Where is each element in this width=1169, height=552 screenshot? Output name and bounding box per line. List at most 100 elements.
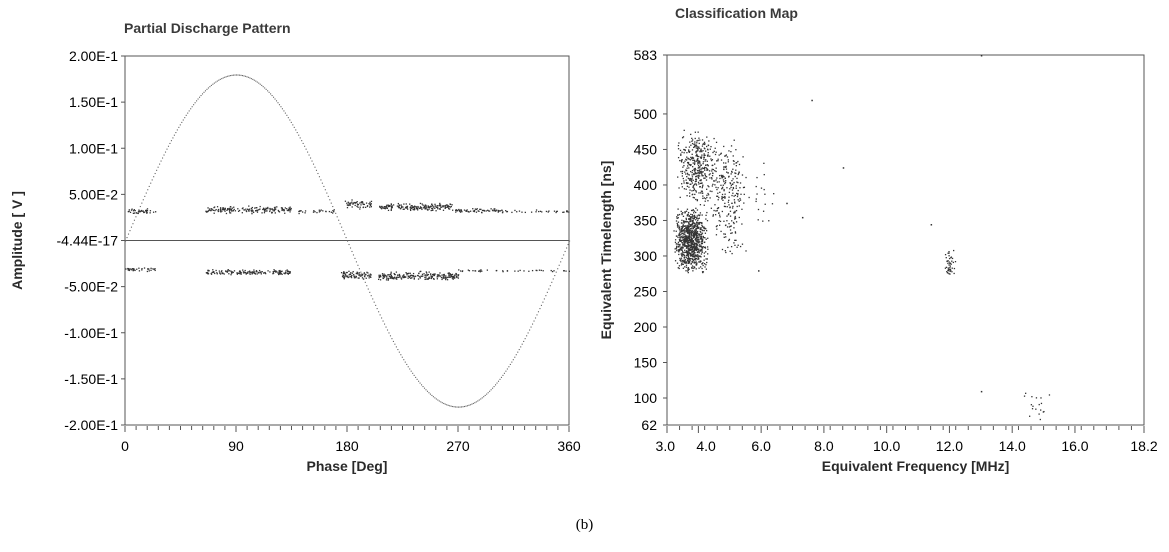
class-point [693, 187, 695, 189]
class-point [681, 252, 683, 254]
class-point [742, 156, 744, 158]
class-point [698, 160, 701, 163]
class-point [716, 177, 718, 179]
class-point [1048, 394, 1051, 396]
class-point [693, 183, 696, 185]
sine-point [503, 372, 505, 374]
class-point [704, 232, 707, 234]
class-point [692, 246, 695, 248]
class-point [680, 237, 682, 239]
sine-point [256, 81, 258, 83]
sine-point [551, 281, 553, 283]
class-point [947, 260, 949, 262]
class-point [691, 242, 693, 244]
sine-point [231, 74, 233, 76]
class-point [757, 208, 760, 211]
sine-point [261, 84, 263, 86]
class-point [717, 207, 719, 209]
pd-point [411, 277, 413, 279]
pd-point [429, 273, 432, 275]
class-point [695, 240, 697, 242]
class-point [690, 242, 692, 245]
pd-point [279, 272, 281, 275]
class-point [702, 143, 704, 145]
class-point [686, 258, 689, 260]
class-point [697, 214, 700, 216]
class-point [691, 266, 693, 269]
pd-point [290, 207, 292, 210]
sine-point [126, 237, 128, 239]
pd-point [398, 204, 400, 206]
pd-point [281, 209, 283, 212]
x-tick-label: 3.0 [656, 438, 676, 454]
pd-point [279, 273, 281, 275]
class-point [690, 263, 693, 265]
sine-point [259, 83, 261, 85]
pd-point [442, 277, 444, 279]
sine-point [250, 78, 252, 80]
class-point [698, 173, 700, 175]
pd-point [222, 208, 225, 211]
class-point [692, 253, 694, 256]
class-point [688, 234, 690, 236]
class-point [702, 264, 704, 267]
pd-point [424, 278, 427, 280]
sine-point [489, 390, 491, 392]
class-point [755, 198, 757, 200]
class-point [718, 212, 720, 214]
class-point [677, 156, 680, 159]
class-point [773, 193, 775, 195]
sine-point [539, 308, 541, 310]
class-point [673, 230, 675, 232]
class-point [679, 233, 681, 235]
class-point [689, 178, 691, 180]
class-point [691, 260, 693, 263]
pd-point [409, 203, 411, 205]
pd-point [396, 276, 398, 278]
pd-point [363, 275, 366, 277]
class-point [1040, 409, 1042, 411]
class-point [730, 232, 732, 235]
class-point [693, 258, 695, 261]
sine-point [296, 131, 298, 134]
pd-point [412, 275, 414, 278]
class-point [682, 221, 685, 223]
class-point [682, 239, 684, 241]
x-axis-label: Equivalent Frequency [MHz] [822, 458, 1009, 474]
class-point [707, 194, 710, 196]
class-point [695, 248, 697, 250]
y-tick-label: 500 [634, 106, 658, 122]
class-point [684, 232, 686, 234]
pd-point [273, 269, 275, 271]
pd-point [448, 208, 451, 210]
pd-point [384, 206, 386, 208]
sine-point [530, 326, 532, 328]
pd-point [377, 278, 380, 281]
class-point [707, 200, 709, 202]
pd-point [390, 274, 393, 277]
class-point [685, 218, 688, 221]
pd-point [260, 273, 262, 275]
class-point [680, 222, 683, 224]
pd-point [456, 273, 458, 276]
sine-point [206, 88, 208, 90]
class-point [696, 239, 698, 241]
pd-point [350, 276, 353, 279]
class-point [685, 217, 687, 219]
pd-point [357, 204, 359, 206]
class-point [695, 178, 697, 180]
class-point [694, 223, 696, 225]
pd-point [286, 272, 288, 274]
class-point [951, 271, 953, 273]
pd-point [390, 275, 393, 277]
class-point [700, 253, 703, 255]
class-point [708, 170, 711, 172]
class-point [687, 250, 689, 252]
class-point [692, 162, 694, 164]
class-point [694, 168, 696, 170]
pd-point [431, 204, 434, 207]
pd-point [237, 272, 239, 274]
class-point [695, 247, 697, 249]
pd-point [469, 210, 472, 212]
class-point [697, 257, 700, 260]
